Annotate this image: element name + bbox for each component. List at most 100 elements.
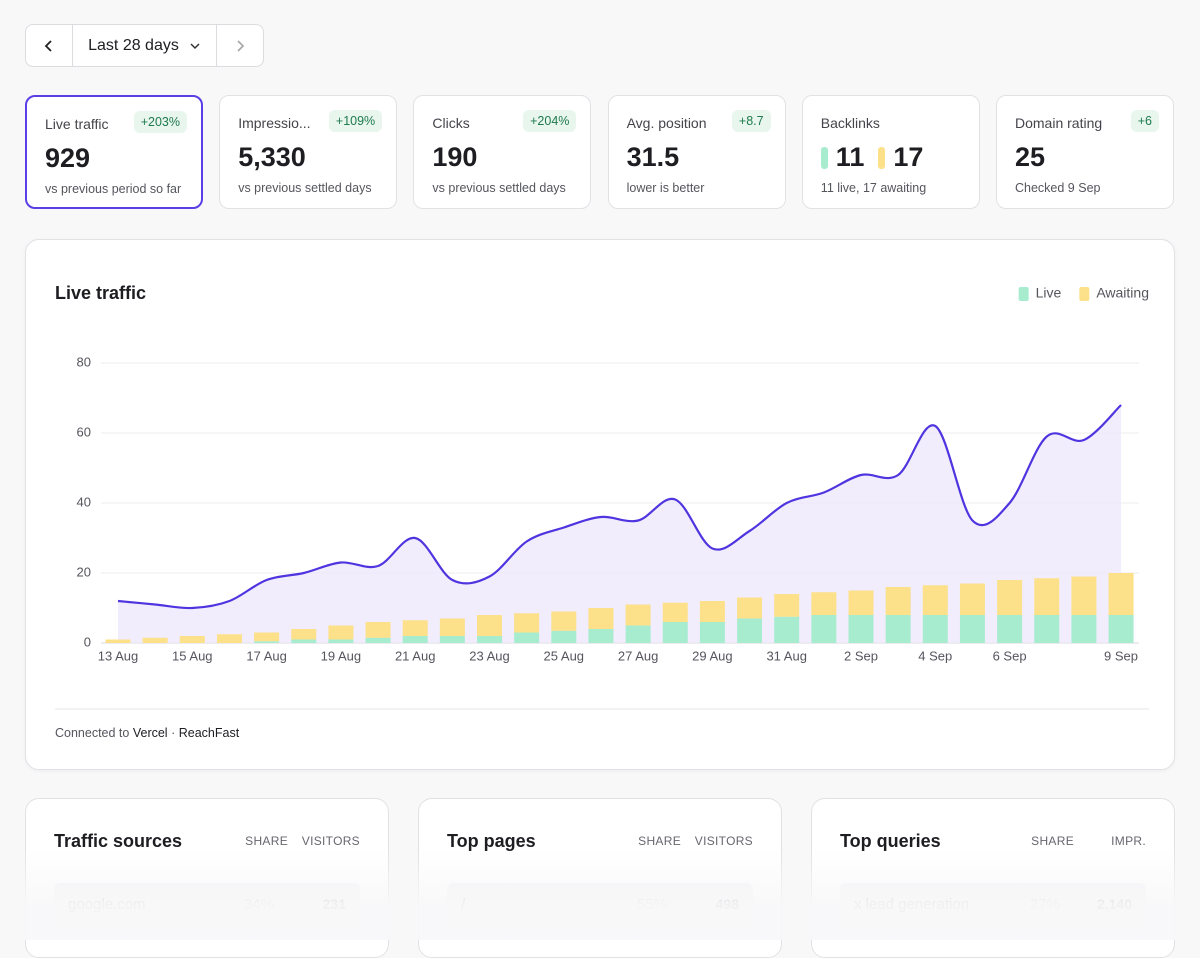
chevron-left <box>44 39 52 52</box>
next-button[interactable] <box>217 25 263 66</box>
prev-button[interactable] <box>26 25 72 66</box>
x-tick-label: 6 Sep <box>993 648 1027 663</box>
y-tick-label: 60 <box>77 424 91 439</box>
bar-segment <box>514 613 540 633</box>
bar-segment <box>291 639 317 643</box>
bar-segment <box>997 615 1023 643</box>
x-tick-label: 4 Sep <box>918 648 952 663</box>
bar-segment <box>662 622 688 643</box>
legend-swatch <box>1018 287 1029 301</box>
bar-segment <box>439 618 465 636</box>
card-badge: +203% <box>133 111 187 133</box>
footer-text: Connected to Vercel · ReachFast <box>55 726 240 740</box>
bar-segment <box>402 636 428 643</box>
metric-card[interactable]: Avg. position +8.7 31.5 lower is better <box>607 95 786 209</box>
bar-segment <box>959 615 985 643</box>
bar-segment <box>1071 615 1097 643</box>
bar-segment <box>477 636 502 643</box>
column-header: SHARE <box>1031 834 1074 848</box>
legend-swatch <box>1079 287 1090 301</box>
chart-panel: Live traffic 0 20 40 60 80 Awaiting Live 13 Aug 1… <box>25 239 1175 770</box>
bar-segment <box>774 594 800 617</box>
column-header: SHARE <box>638 834 681 848</box>
x-tick-label: 31 Aug <box>766 648 807 663</box>
card-note: Checked 9 Sep <box>1015 181 1101 195</box>
metric-card[interactable]: Live traffic +203% 929 vs previous period s… <box>25 95 203 209</box>
y-tick-label: 0 <box>84 634 91 649</box>
x-tick-label: 9 Sep <box>1104 648 1138 663</box>
bar-segment <box>105 639 131 643</box>
bar-segment <box>179 636 205 643</box>
bar-segment <box>1034 578 1060 615</box>
bar-segment <box>922 615 948 643</box>
panel-title: Top queries <box>840 831 941 851</box>
part-value: 17 <box>893 142 924 172</box>
bar-segment <box>737 618 763 643</box>
legend-label: Live <box>1036 285 1062 301</box>
bar-segment <box>291 629 317 640</box>
range-select[interactable]: Last 28 days <box>72 25 217 66</box>
bar-segment <box>216 634 242 643</box>
bar-segment <box>699 601 725 622</box>
card-note: vs previous period so far <box>45 182 182 196</box>
footer-link: ReachFast <box>179 726 240 740</box>
card-badge: +109% <box>328 110 383 132</box>
chevron-down <box>190 42 200 49</box>
card-note: vs previous settled days <box>432 181 566 195</box>
y-tick-label: 20 <box>77 564 91 579</box>
bar-segment <box>737 597 763 619</box>
traffic-line <box>117 404 1122 610</box>
card-label: Backlinks <box>820 115 880 131</box>
card-badge: +8.7 <box>731 110 771 132</box>
bar-segment <box>365 637 391 643</box>
card-badge: +204% <box>523 110 577 132</box>
bar-segment <box>365 622 391 638</box>
column-header: IMPR. <box>1111 834 1146 848</box>
metric-card[interactable]: Backlinks 11 17 11 live, 17 awaiting <box>801 95 980 209</box>
footer-link: Vercel <box>133 726 168 740</box>
value-part: 17 <box>878 142 923 173</box>
column-header: VISITORS <box>694 834 753 848</box>
x-tick-label: 15 Aug <box>172 648 213 663</box>
part-value: 11 <box>835 142 865 172</box>
bar-segment <box>439 636 465 643</box>
x-tick-label: 2 Sep <box>844 648 878 663</box>
card-value: 190 <box>432 142 478 172</box>
bar-segment <box>625 625 651 643</box>
bar-segment <box>551 630 577 643</box>
bar-segment <box>254 641 280 643</box>
bar-segment <box>1034 615 1060 643</box>
bar-segment <box>885 587 911 615</box>
x-tick-label: 21 Aug <box>395 648 436 663</box>
card-value: 929 <box>45 143 91 173</box>
bar-segment <box>142 637 168 643</box>
card-label: Live traffic <box>45 116 109 132</box>
bar-segment <box>328 639 354 643</box>
value-pip <box>820 146 828 169</box>
x-tick-label: 19 Aug <box>321 648 362 663</box>
bar-segment <box>811 615 837 643</box>
panel-title: Top pages <box>447 831 536 851</box>
card-value: 11 17 <box>820 142 930 173</box>
bar-segment <box>959 583 985 615</box>
metric-card[interactable]: Impressio... +109% 5,330 vs previous settle… <box>219 95 398 209</box>
footer-separator: · <box>171 726 175 740</box>
chevron-right <box>237 39 245 52</box>
y-tick-label: 80 <box>77 354 91 369</box>
metric-card[interactable]: Clicks +204% 190 vs previous settled days <box>413 95 592 209</box>
bar-segment <box>848 590 874 615</box>
bar-segment <box>477 615 502 636</box>
column-header: SHARE <box>245 834 288 848</box>
fade-overlay <box>0 850 1200 940</box>
footer-prefix: Connected to <box>55 726 129 740</box>
bar-segment <box>551 611 577 631</box>
bar-segment <box>514 632 540 643</box>
bar-segment <box>922 585 948 615</box>
chart-title: Live traffic <box>55 283 146 303</box>
bar-segment <box>848 615 874 643</box>
bar-segment <box>811 592 837 615</box>
card-value: 31.5 <box>626 142 680 172</box>
bar-segment <box>699 622 725 643</box>
metric-card[interactable]: Domain rating +6 25 Checked 9 Sep <box>996 95 1174 209</box>
